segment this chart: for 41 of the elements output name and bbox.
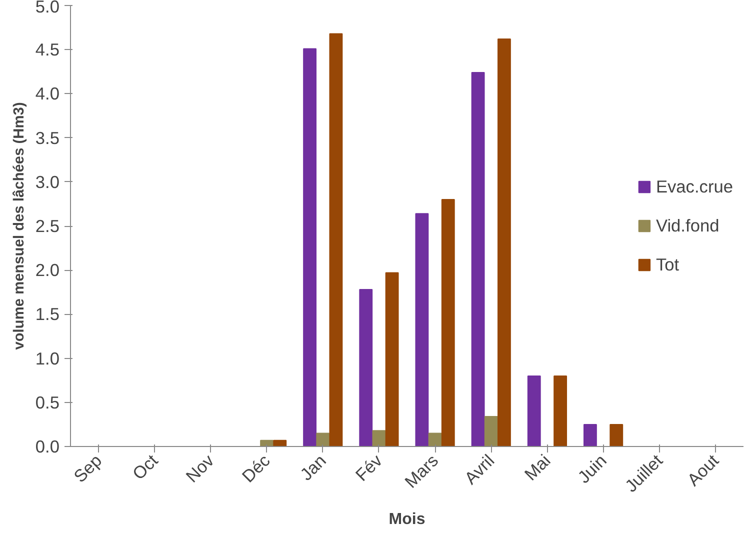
x-tick-label: Sep (70, 450, 106, 486)
bar (610, 424, 624, 446)
y-tick-label: 2.0 (35, 260, 60, 280)
bar (583, 424, 597, 446)
y-tick-label: 0.0 (35, 436, 60, 456)
x-tick-label: Oct (128, 450, 162, 484)
bar (359, 289, 373, 446)
y-tick-label: 5.0 (35, 0, 60, 16)
y-tick-label: 4.0 (35, 84, 60, 104)
bar (527, 375, 541, 446)
bar (316, 432, 330, 446)
bar (554, 375, 568, 446)
bar (329, 33, 343, 446)
bar (441, 199, 455, 446)
y-tick-label: 1.5 (35, 304, 60, 324)
y-tick-label: 2.5 (35, 216, 60, 236)
bar (273, 440, 287, 446)
bar (415, 213, 429, 446)
bar (471, 72, 485, 446)
x-tick-label: Déc (238, 450, 274, 486)
bar (428, 432, 442, 446)
x-axis-title: Mois (388, 510, 426, 528)
y-tick-label: 0.5 (35, 392, 60, 412)
y-tick-label: 4.5 (35, 40, 60, 60)
bar (484, 416, 498, 446)
y-tick-label: 1.0 (35, 348, 60, 368)
legend-label: Evac.crue (656, 176, 733, 197)
x-tick-label: Juin (574, 450, 610, 488)
y-tick-label: 3.5 (35, 128, 60, 148)
x-tick-label: Nov (182, 450, 218, 486)
bar (385, 272, 399, 446)
bar (497, 38, 511, 446)
bar (372, 430, 386, 446)
x-tick-label: Fév (351, 450, 386, 485)
x-tick-label: Jan (296, 450, 330, 484)
legend-label: Vid.fond (656, 215, 720, 236)
x-tick-label: Mai (520, 450, 554, 484)
y-tick-label: 3.0 (35, 172, 60, 192)
bar (303, 48, 317, 446)
legend-label: Tot (656, 254, 680, 275)
y-axis-title: volume mensuel des lâchées (Hm3) (11, 102, 28, 350)
